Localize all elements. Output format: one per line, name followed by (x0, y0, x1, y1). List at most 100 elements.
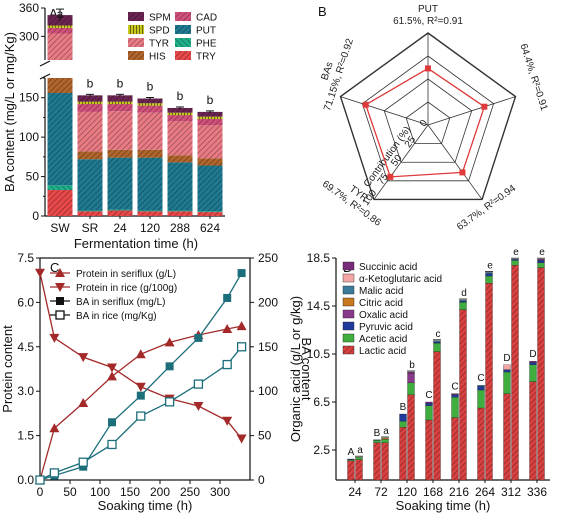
radar-grid-ring (361, 55, 495, 182)
axis-break-mark (39, 73, 51, 80)
legend-marker-ba-in-seriflux-mg-l (56, 297, 64, 305)
panel-b-label: B (318, 4, 327, 19)
significance-letter: b (177, 89, 184, 103)
bar-hatch (107, 157, 133, 210)
bar-hatch (107, 95, 133, 102)
y-left-tick-label: 3.0 (17, 384, 34, 398)
data-point (35, 268, 45, 278)
y-right-tick-label: 250 (258, 251, 278, 265)
significance-letter: b (147, 80, 154, 94)
significance-letter-right: e (513, 247, 519, 258)
legend-swatch-hatch (128, 38, 144, 47)
data-point (223, 293, 232, 302)
legend-swatch-hatch (128, 51, 144, 60)
data-point (194, 333, 203, 342)
data-point (222, 359, 232, 370)
x-tick-label: 168 (423, 485, 443, 499)
bar-hatch (77, 104, 103, 112)
data-point (49, 468, 60, 478)
bar-hatch (167, 112, 193, 116)
legend-label-phe: PHE (196, 39, 217, 50)
y-tick-label: 6.5 (313, 395, 330, 409)
bar-hatch (77, 159, 103, 211)
legend-swatch-hatch (175, 51, 191, 60)
bar-segment-pyruvic-acid (529, 362, 537, 365)
legend-swatch-hatch (128, 25, 144, 34)
significance-letter-right: b (409, 360, 415, 371)
x-axis-title: Soaking time (h) (98, 498, 193, 513)
bar-segment-citric-acid (381, 437, 389, 440)
significance-letter-left: C (477, 373, 484, 384)
label-line: BAs (320, 61, 336, 82)
bar-hatch (107, 104, 133, 112)
x-tick-label: 312 (501, 485, 521, 499)
legend-swatch-hatch (175, 25, 191, 34)
legend-swatch-succinic-acid (342, 261, 355, 271)
radar-spoke (427, 124, 483, 200)
bar-hatch (355, 459, 363, 480)
bar-hatch (167, 121, 193, 156)
y-left-tick-label: 6.0 (17, 295, 34, 309)
bar-hatch (47, 78, 73, 93)
data-point (78, 353, 89, 363)
bar-left-120 (399, 413, 407, 481)
bar-right-216 (459, 299, 467, 481)
legend-label-his: HIS (149, 52, 166, 63)
bar-hatch (197, 158, 223, 166)
y-tick-label: 0 (32, 209, 39, 223)
bar-hatch (381, 442, 389, 480)
data-point (193, 379, 204, 389)
bar-hatch (77, 95, 103, 102)
bar-segment-acetic-acid (433, 343, 441, 352)
x-tick-label: 250 (180, 485, 200, 499)
legend-swatch-hatch (175, 38, 191, 47)
bar-right-312 (511, 259, 519, 481)
significance-letter-right: a (383, 426, 389, 437)
bar-left-216 (451, 393, 459, 481)
bar-segment-acetic-acid (485, 275, 493, 284)
bar-segment-acetic-acid (347, 459, 355, 461)
bar-hatch (167, 155, 193, 163)
label-line: 64.4%, R²=0.91 (517, 42, 549, 112)
bar-segment-acetic-acid (355, 457, 363, 460)
bar-hatch (347, 460, 355, 480)
legend-label-cad: CAD (196, 13, 217, 24)
x-tick-label: 264 (475, 485, 495, 499)
data-point (164, 337, 175, 347)
stacked-bar-288 (167, 107, 193, 216)
y-axis-title: Organic acid (g/L or g/kg) (288, 296, 303, 442)
bar-segment-pyruvic-acid (373, 439, 381, 441)
bar-hatch (77, 111, 103, 152)
significance-letter: b (207, 93, 214, 107)
data-point (78, 457, 88, 467)
significance-letter: b (117, 76, 124, 90)
legend-label-put: PUT (196, 26, 216, 37)
bar-hatch (197, 211, 223, 213)
data-point (236, 321, 247, 331)
significance-letter-left: C (451, 382, 458, 393)
data-point (135, 349, 146, 359)
radar-grid-ring (339, 32, 517, 201)
bar-segment-acetic-acid (373, 440, 381, 443)
bar-segment-pyruvic-acid (477, 386, 485, 391)
y-tick-label: 360 (19, 1, 39, 15)
x-tick-label: 216 (449, 485, 469, 499)
bar-hatch (197, 165, 223, 212)
bar-segment-succinic-acid (529, 361, 537, 363)
x-tick-label: 150 (120, 485, 140, 499)
bar-right-120 (407, 371, 415, 481)
radar-axis-label-his: 63.7%, R²=0.94 (455, 183, 518, 233)
bar-hatch (107, 209, 133, 211)
significance-letter-right: a (357, 445, 363, 456)
bar-segment-acetic-acid (503, 371, 511, 394)
radar-spoke (427, 96, 516, 126)
bar-segment-malic-acid (433, 340, 441, 343)
stacked-bar-24 (107, 95, 133, 216)
legend-label-tyr: TYR (149, 39, 169, 50)
y-tick-label: 2.5 (313, 443, 330, 457)
bar-segment-acetic-acid (459, 302, 467, 310)
plot-frame (39, 257, 251, 481)
legend-label-oxalic-acid: Oxalic acid (359, 310, 408, 321)
bar-left-312 (503, 364, 511, 481)
data-point (49, 423, 60, 433)
